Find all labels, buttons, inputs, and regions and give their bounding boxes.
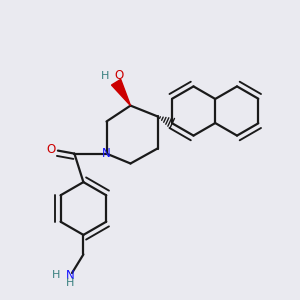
Text: O: O: [47, 142, 56, 156]
Polygon shape: [112, 80, 130, 106]
Text: H: H: [66, 278, 74, 289]
Text: N: N: [66, 269, 75, 282]
Text: N: N: [102, 147, 111, 160]
Text: H: H: [100, 70, 109, 81]
Text: H: H: [52, 270, 61, 280]
Text: O: O: [115, 69, 124, 82]
